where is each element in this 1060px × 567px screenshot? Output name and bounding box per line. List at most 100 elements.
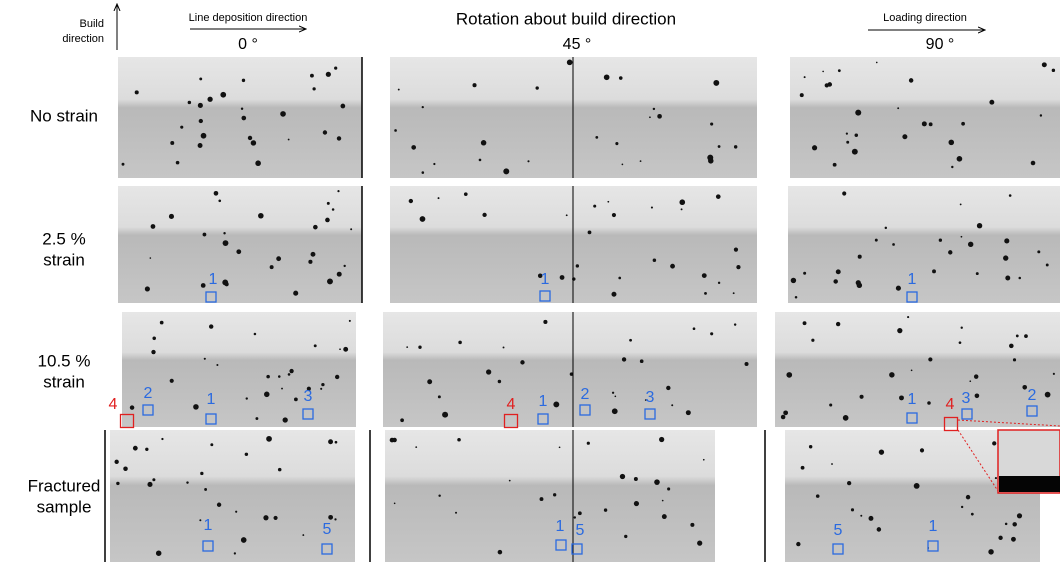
pore <box>234 552 236 554</box>
pore <box>151 350 155 354</box>
ct-image <box>118 57 362 178</box>
pore <box>961 236 963 238</box>
pore <box>553 493 556 496</box>
pore <box>612 408 618 414</box>
pore <box>653 258 656 261</box>
pore <box>349 320 351 322</box>
pore <box>188 101 191 104</box>
pore <box>293 291 298 296</box>
pore <box>951 166 953 168</box>
pore <box>704 292 707 295</box>
pore <box>280 111 286 117</box>
pore <box>418 345 421 348</box>
pore <box>422 106 424 108</box>
pore <box>574 516 576 518</box>
pore <box>210 443 213 446</box>
pore <box>479 159 482 162</box>
pore <box>838 69 841 72</box>
pore <box>1053 373 1055 375</box>
pore <box>897 107 899 109</box>
pore <box>734 145 737 148</box>
pore <box>422 171 425 174</box>
pore <box>607 201 609 203</box>
pore <box>718 282 720 284</box>
pore <box>335 375 339 379</box>
pore <box>831 463 833 465</box>
pore <box>846 133 848 135</box>
marker-label: 4 <box>109 396 118 413</box>
pore <box>800 93 804 97</box>
marker-label: 5 <box>834 522 843 539</box>
pore <box>932 269 936 273</box>
ct-image <box>790 57 1060 178</box>
pore <box>851 508 854 511</box>
marker-label: 1 <box>209 271 218 288</box>
pore <box>939 239 942 242</box>
pore <box>718 145 721 148</box>
pore <box>869 516 874 521</box>
pore <box>1004 238 1009 243</box>
pore <box>220 92 226 98</box>
pore <box>334 66 337 69</box>
pore <box>560 275 565 280</box>
pore <box>707 155 713 161</box>
marker-label: 1 <box>908 391 917 408</box>
pore <box>242 79 245 82</box>
build-label: direction <box>62 33 104 45</box>
pore <box>294 398 298 402</box>
pore <box>527 160 529 162</box>
pore <box>248 136 252 140</box>
pore <box>595 136 598 139</box>
pore <box>833 163 837 167</box>
marker-label: 1 <box>908 271 917 288</box>
pore <box>836 269 841 274</box>
pore <box>1040 114 1042 116</box>
pore <box>254 333 257 336</box>
pore <box>615 142 618 145</box>
pore <box>204 358 206 360</box>
pore <box>278 468 282 472</box>
ct-image <box>122 312 356 427</box>
pore <box>122 163 125 166</box>
pore <box>1024 334 1028 338</box>
pore <box>193 404 199 410</box>
marker-label: 5 <box>576 522 585 539</box>
pore <box>929 122 933 126</box>
pore <box>662 514 667 519</box>
pore <box>236 249 241 254</box>
pore <box>783 410 788 415</box>
pore <box>209 324 213 328</box>
pore <box>145 286 150 291</box>
pore <box>235 511 237 513</box>
pore <box>988 549 993 554</box>
marker-label: 1 <box>207 391 216 408</box>
pore <box>536 86 539 89</box>
ct-image <box>788 186 1060 303</box>
pore <box>392 438 397 443</box>
pore <box>201 133 207 139</box>
pore <box>216 364 218 366</box>
marker-label: 2 <box>581 386 590 403</box>
pore <box>852 149 858 155</box>
pore <box>334 518 336 520</box>
pore <box>686 410 691 415</box>
pore <box>1022 385 1027 390</box>
pore <box>503 346 505 348</box>
loading-label: Loading direction <box>883 12 967 24</box>
pore <box>241 108 243 110</box>
marker-label: 3 <box>962 390 971 407</box>
pore <box>559 446 561 448</box>
pore <box>803 272 806 275</box>
pore <box>246 397 248 399</box>
pore <box>553 401 559 407</box>
pore <box>885 227 887 229</box>
pore <box>697 541 702 546</box>
pore <box>327 202 330 205</box>
pore <box>879 449 884 454</box>
pore <box>587 442 590 445</box>
pore <box>927 401 931 405</box>
marker-label: 1 <box>539 393 548 410</box>
pore <box>1005 276 1010 281</box>
pore <box>320 388 322 390</box>
pore <box>288 139 290 141</box>
